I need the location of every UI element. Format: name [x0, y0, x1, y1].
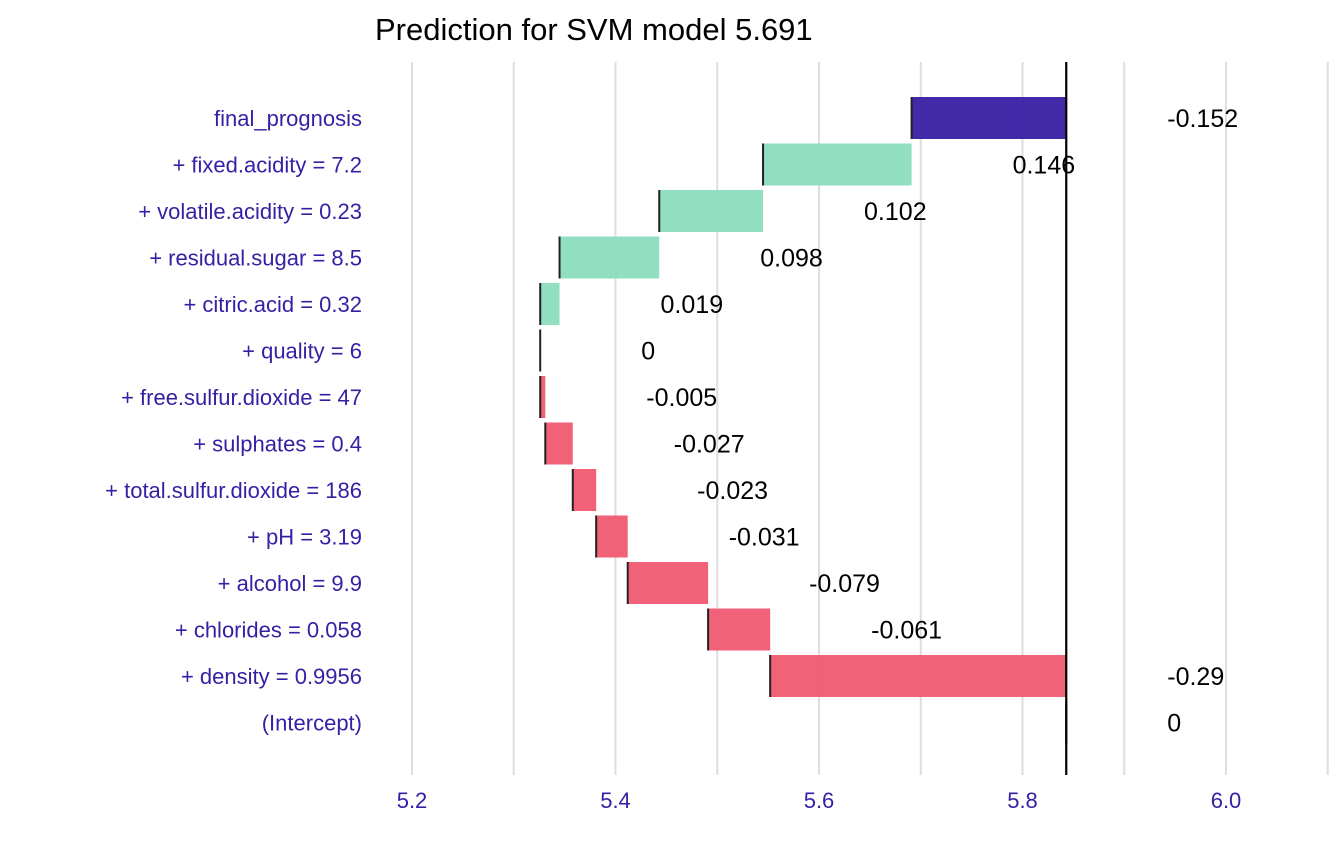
y-axis-label: + quality = 6	[242, 339, 362, 364]
x-tick-label: 5.8	[1007, 788, 1038, 813]
x-tick-label: 5.6	[804, 788, 835, 813]
value-label: 0	[1167, 710, 1181, 738]
value-label: -0.079	[809, 570, 880, 598]
y-axis-label: + residual.sugar = 8.5	[149, 246, 362, 271]
y-axis-label: + total.sulfur.dioxide = 186	[105, 478, 362, 503]
bars	[539, 97, 1068, 744]
bar-negative	[540, 376, 546, 418]
y-axis-labels: final_prognosis + fixed.acidity = 7.2 + vo…	[105, 106, 362, 736]
value-label: -0.29	[1167, 663, 1224, 691]
bar-positive	[540, 283, 560, 325]
y-axis-label: + pH = 3.19	[247, 525, 362, 550]
bar-final	[911, 97, 1067, 139]
bar-negative	[770, 655, 1067, 697]
y-axis-label: + volatile.acidity = 0.23	[138, 199, 362, 224]
value-label: 0	[641, 338, 655, 366]
bar-negative	[545, 422, 573, 465]
y-axis-label: final_prognosis	[214, 106, 362, 131]
x-tick-label: 6.0	[1211, 788, 1242, 813]
bar-negative	[596, 515, 628, 558]
x-tick-label: 5.4	[600, 788, 631, 813]
value-label: 0.019	[661, 291, 724, 319]
y-axis-label: + fixed.acidity = 7.2	[172, 153, 362, 178]
value-label: -0.031	[729, 524, 800, 552]
y-axis-label: + sulphates = 0.4	[193, 432, 362, 457]
y-axis-label: (Intercept)	[262, 711, 362, 736]
x-tick-label: 5.2	[397, 788, 428, 813]
grid-lines	[411, 62, 1329, 775]
chart-title: Prediction for SVM model 5.691	[375, 12, 813, 47]
value-label: -0.027	[674, 431, 745, 459]
y-axis-label: + density = 0.9956	[181, 664, 362, 689]
value-label: -0.005	[646, 384, 717, 412]
value-labels: -0.1520.1460.1020.0980.0190-0.005-0.027-…	[641, 105, 1238, 738]
value-label: -0.152	[1167, 105, 1238, 133]
bar-negative	[708, 608, 771, 651]
value-label: 0.098	[760, 245, 823, 273]
x-axis-ticks: 5.2 5.4 5.6 5.8 6.0	[397, 788, 1242, 813]
bar-positive	[763, 143, 912, 186]
y-axis-label: + chlorides = 0.058	[175, 618, 362, 643]
bar-positive	[659, 190, 764, 232]
bar-positive	[559, 236, 660, 279]
bar-negative	[627, 562, 709, 604]
value-label: 0.102	[864, 198, 927, 226]
y-axis-label: + free.sulfur.dioxide = 47	[121, 385, 362, 410]
value-label: 0.146	[1013, 152, 1076, 180]
value-label: -0.061	[871, 617, 942, 645]
y-axis-label: + citric.acid = 0.32	[183, 292, 362, 317]
value-label: -0.023	[697, 477, 768, 505]
bar-negative	[572, 469, 597, 511]
y-axis-label: + alcohol = 9.9	[218, 571, 362, 596]
